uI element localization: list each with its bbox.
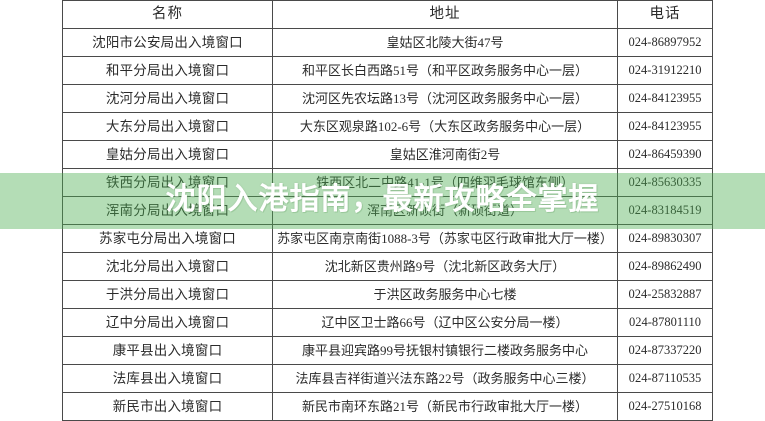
table-row: 法库县出入境窗口 法库县吉祥街道兴法东路22号（政务服务中心三楼） 024-8711… (62, 364, 713, 393)
cell-office-name: 浑南分局出入境窗口 (62, 196, 273, 225)
cell-office-phone: 024-89862490 (617, 252, 713, 281)
column-header-address: 地址 (272, 0, 618, 29)
contact-table-container: 名称 地址 电话 沈阳市公安局出入境窗口 皇姑区北陵大街47号 024-868979… (62, 0, 713, 421)
table-row: 于洪分局出入境窗口 于洪区政务服务中心七楼 024-25832887 (62, 280, 713, 309)
cell-office-name: 康平县出入境窗口 (62, 336, 273, 365)
cell-office-address: 皇姑区北陵大街47号 (272, 28, 618, 57)
table-row: 新民市出入境窗口 新民市南环东路21号（新民市行政审批大厅一楼） 024-27510… (62, 392, 713, 421)
cell-office-phone: 024-84123955 (617, 112, 713, 141)
cell-office-name: 和平分局出入境窗口 (62, 56, 273, 85)
cell-office-phone: 024-84123955 (617, 84, 713, 113)
cell-office-phone: 024-86459390 (617, 140, 713, 169)
cell-office-phone: 024-25832887 (617, 280, 713, 309)
table-row: 沈河分局出入境窗口 沈河区先农坛路13号（沈河区政务服务中心一层） 024-8412… (62, 84, 713, 113)
cell-office-phone: 024-85630335 (617, 168, 713, 197)
cell-office-address: 大东区观泉路102-6号（大东区政务服务中心一层） (272, 112, 618, 141)
cell-office-phone: 024-87801110 (617, 308, 713, 337)
table-row: 和平分局出入境窗口 和平区长白西路51号（和平区政务服务中心一层） 024-3191… (62, 56, 713, 85)
cell-office-address: 浑南区新硕街（新硕街道） (272, 196, 618, 225)
cell-office-address: 新民市南环东路21号（新民市行政审批大厅一楼） (272, 392, 618, 421)
column-header-phone: 电话 (617, 0, 713, 29)
table-row: 沈阳市公安局出入境窗口 皇姑区北陵大街47号 024-86897952 (62, 28, 713, 57)
table-row: 大东分局出入境窗口 大东区观泉路102-6号（大东区政务服务中心一层） 024-84… (62, 112, 713, 141)
cell-office-name: 皇姑分局出入境窗口 (62, 140, 273, 169)
table-row: 沈北分局出入境窗口 沈北新区贵州路9号（沈北新区政务大厅） 024-89862490 (62, 252, 713, 281)
cell-office-name: 沈河分局出入境窗口 (62, 84, 273, 113)
cell-office-address: 于洪区政务服务中心七楼 (272, 280, 618, 309)
table-row: 辽中分局出入境窗口 辽中区卫士路66号（辽中区公安分局一楼） 024-8780111… (62, 308, 713, 337)
table-row: 康平县出入境窗口 康平县迎宾路99号抚银村镇银行二楼政务服务中心 024-87337… (62, 336, 713, 365)
column-header-name: 名称 (62, 0, 273, 29)
cell-office-address: 和平区长白西路51号（和平区政务服务中心一层） (272, 56, 618, 85)
cell-office-name: 苏家屯分局出入境窗口 (62, 224, 273, 253)
table-header-row: 名称 地址 电话 (62, 0, 713, 29)
cell-office-name: 于洪分局出入境窗口 (62, 280, 273, 309)
cell-office-address: 法库县吉祥街道兴法东路22号（政务服务中心三楼） (272, 364, 618, 393)
cell-office-name: 沈阳市公安局出入境窗口 (62, 28, 273, 57)
table-row: 皇姑分局出入境窗口 皇姑区淮河南街2号 024-86459390 (62, 140, 713, 169)
cell-office-phone: 024-89830307 (617, 224, 713, 253)
cell-office-address: 铁西区北二中路41-1号（四维羽毛球馆东侧） (272, 168, 618, 197)
cell-office-phone: 024-31912210 (617, 56, 713, 85)
cell-office-address: 辽中区卫士路66号（辽中区公安分局一楼） (272, 308, 618, 337)
cell-office-phone: 024-87337220 (617, 336, 713, 365)
cell-office-address: 康平县迎宾路99号抚银村镇银行二楼政务服务中心 (272, 336, 618, 365)
table-row: 铁西分局出入境窗口 铁西区北二中路41-1号（四维羽毛球馆东侧） 024-85630… (62, 168, 713, 197)
cell-office-name: 法库县出入境窗口 (62, 364, 273, 393)
cell-office-phone: 024-87110535 (617, 364, 713, 393)
exit-entry-offices-table: 名称 地址 电话 沈阳市公安局出入境窗口 皇姑区北陵大街47号 024-868979… (62, 0, 713, 421)
cell-office-name: 沈北分局出入境窗口 (62, 252, 273, 281)
table-body: 沈阳市公安局出入境窗口 皇姑区北陵大街47号 024-86897952 和平分局出入境… (62, 28, 713, 421)
table-row: 浑南分局出入境窗口 浑南区新硕街（新硕街道） 024-83184519 (62, 196, 713, 225)
cell-office-name: 铁西分局出入境窗口 (62, 168, 273, 197)
table-row: 苏家屯分局出入境窗口 苏家屯区南京南街1088-3号（苏家屯区行政审批大厅一楼） 0… (62, 224, 713, 253)
cell-office-name: 大东分局出入境窗口 (62, 112, 273, 141)
cell-office-name: 新民市出入境窗口 (62, 392, 273, 421)
cell-office-name: 辽中分局出入境窗口 (62, 308, 273, 337)
cell-office-phone: 024-27510168 (617, 392, 713, 421)
cell-office-address: 苏家屯区南京南街1088-3号（苏家屯区行政审批大厅一楼） (272, 224, 618, 253)
cell-office-phone: 024-83184519 (617, 196, 713, 225)
cell-office-phone: 024-86897952 (617, 28, 713, 57)
table-header: 名称 地址 电话 (62, 0, 713, 29)
cell-office-address: 皇姑区淮河南街2号 (272, 140, 618, 169)
cell-office-address: 沈北新区贵州路9号（沈北新区政务大厅） (272, 252, 618, 281)
cell-office-address: 沈河区先农坛路13号（沈河区政务服务中心一层） (272, 84, 618, 113)
